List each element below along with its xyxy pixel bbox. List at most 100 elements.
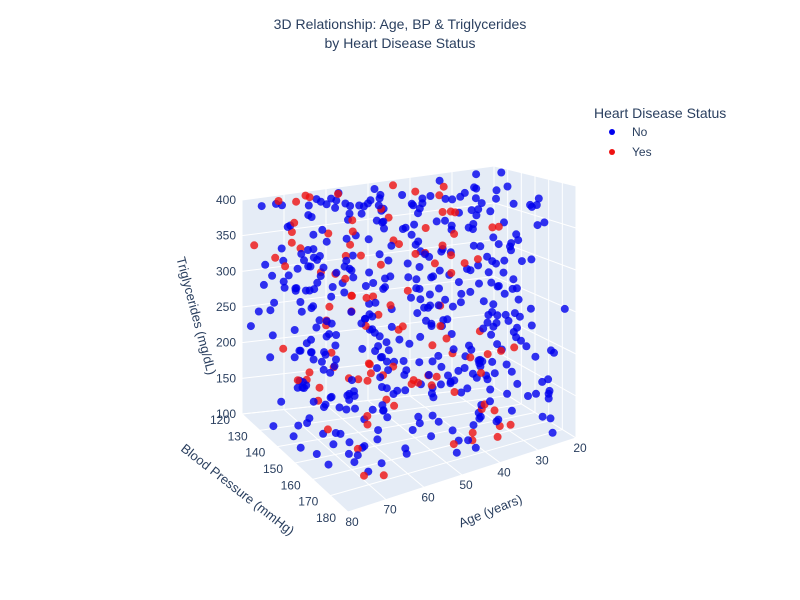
data-point-no[interactable] (315, 316, 324, 325)
data-point-no[interactable] (289, 432, 298, 441)
data-point-no[interactable] (414, 209, 422, 218)
data-point-yes[interactable] (430, 259, 439, 268)
data-point-no[interactable] (487, 330, 496, 339)
data-point-no[interactable] (401, 444, 410, 453)
data-point-no[interactable] (531, 352, 540, 361)
data-point-no[interactable] (509, 275, 518, 284)
data-point-no[interactable] (450, 376, 459, 385)
data-point-no[interactable] (312, 450, 321, 458)
data-point-no[interactable] (517, 336, 525, 345)
data-point-yes[interactable] (250, 241, 259, 250)
data-point-no[interactable] (479, 297, 488, 306)
data-point-no[interactable] (534, 194, 543, 203)
data-point-no[interactable] (364, 235, 373, 244)
data-point-no[interactable] (291, 284, 300, 293)
data-point-no[interactable] (415, 419, 424, 428)
data-point-no[interactable] (374, 342, 383, 351)
data-point-no[interactable] (307, 213, 316, 221)
data-point-no[interactable] (254, 307, 263, 316)
data-point-no[interactable] (329, 440, 338, 449)
data-point-yes[interactable] (369, 292, 378, 301)
data-point-no[interactable] (479, 324, 488, 333)
data-point-yes[interactable] (473, 255, 482, 264)
data-point-no[interactable] (474, 205, 483, 214)
data-point-no[interactable] (428, 357, 437, 366)
data-point-yes[interactable] (432, 372, 441, 381)
data-point-no[interactable] (426, 301, 435, 310)
data-point-no[interactable] (487, 278, 496, 287)
data-point-yes[interactable] (468, 428, 477, 437)
data-point-no[interactable] (492, 194, 500, 203)
data-point-no[interactable] (414, 412, 423, 421)
data-point-yes[interactable] (346, 240, 355, 249)
data-point-no[interactable] (290, 326, 299, 334)
data-point-no[interactable] (412, 284, 421, 293)
data-point-no[interactable] (393, 386, 402, 395)
data-point-no[interactable] (296, 443, 305, 452)
data-point-no[interactable] (277, 244, 286, 253)
data-point-no[interactable] (312, 323, 321, 332)
data-point-no[interactable] (368, 405, 377, 414)
data-point-no[interactable] (327, 194, 336, 203)
data-point-no[interactable] (379, 284, 388, 293)
data-point-yes[interactable] (447, 269, 456, 277)
data-point-yes[interactable] (354, 375, 363, 384)
data-point-no[interactable] (503, 182, 512, 191)
data-point-no[interactable] (370, 185, 379, 193)
data-point-yes[interactable] (363, 376, 372, 385)
data-point-no[interactable] (261, 260, 270, 269)
data-point-no[interactable] (436, 380, 445, 389)
data-point-no[interactable] (373, 364, 381, 373)
data-point-no[interactable] (464, 223, 473, 232)
data-point-no[interactable] (297, 307, 306, 316)
data-point-yes[interactable] (363, 412, 372, 420)
data-point-no[interactable] (331, 429, 340, 437)
data-point-yes[interactable] (348, 227, 357, 236)
data-point-no[interactable] (435, 266, 444, 275)
data-point-no[interactable] (416, 332, 425, 341)
data-point-no[interactable] (538, 377, 547, 386)
data-point-no[interactable] (454, 278, 463, 287)
data-point-no[interactable] (504, 316, 513, 325)
data-point-no[interactable] (266, 306, 275, 315)
data-point-no[interactable] (328, 283, 337, 291)
data-point-yes[interactable] (436, 322, 445, 330)
data-point-no[interactable] (293, 264, 302, 273)
data-point-no[interactable] (494, 240, 503, 249)
data-point-no[interactable] (371, 298, 380, 307)
data-point-no[interactable] (350, 458, 359, 467)
data-point-no[interactable] (414, 237, 423, 246)
data-point-no[interactable] (332, 355, 340, 364)
data-point-yes[interactable] (305, 368, 314, 377)
data-point-yes[interactable] (493, 432, 502, 441)
data-point-yes[interactable] (363, 420, 372, 429)
data-point-yes[interactable] (341, 274, 350, 283)
data-point-no[interactable] (416, 295, 425, 304)
data-point-no[interactable] (515, 312, 524, 321)
data-point-no[interactable] (395, 335, 404, 344)
data-point-no[interactable] (547, 346, 555, 355)
data-point-no[interactable] (363, 199, 372, 208)
data-point-no[interactable] (331, 341, 340, 350)
data-point-no[interactable] (486, 397, 494, 406)
data-point-no[interactable] (309, 253, 318, 262)
data-point-no[interactable] (373, 435, 382, 444)
data-point-no[interactable] (303, 419, 312, 427)
data-point-yes[interactable] (483, 350, 492, 359)
3d-scene[interactable]: 100 150 200 250 300 350 400 120 130 140 150 160 170 1… (173, 165, 587, 538)
data-point-no[interactable] (509, 199, 518, 208)
data-point-no[interactable] (322, 237, 331, 246)
data-point-no[interactable] (383, 413, 392, 422)
data-point-no[interactable] (475, 414, 484, 423)
data-point-no[interactable] (380, 224, 388, 233)
data-point-no[interactable] (342, 256, 351, 265)
data-point-no[interactable] (403, 259, 412, 268)
data-point-no[interactable] (533, 221, 542, 230)
data-point-no[interactable] (546, 414, 555, 423)
data-point-yes[interactable] (510, 343, 519, 352)
data-point-no[interactable] (375, 250, 384, 259)
data-point-no[interactable] (524, 392, 532, 400)
data-point-no[interactable] (526, 200, 535, 209)
data-point-no[interactable] (327, 292, 336, 301)
data-point-no[interactable] (478, 357, 487, 366)
